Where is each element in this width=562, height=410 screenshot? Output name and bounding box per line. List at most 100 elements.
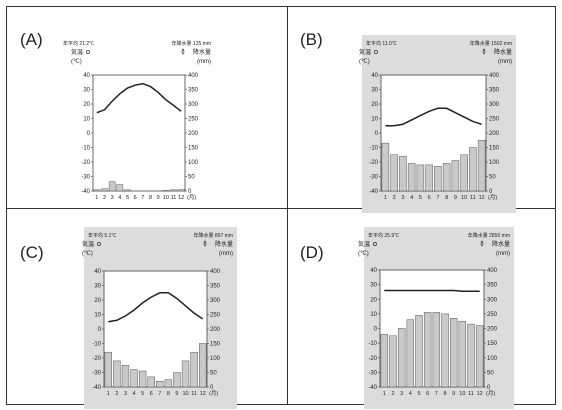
precip-bar — [93, 189, 101, 192]
annual-temp-label: 年平均 21.2℃ — [63, 40, 94, 47]
month-tick-label: 4 — [410, 195, 413, 201]
panel-label: (C) — [20, 243, 44, 262]
temp-unit: (℃) — [82, 251, 93, 257]
precip-tick-label: 350 — [487, 283, 498, 289]
month-tick-label: 8 — [445, 195, 448, 201]
precip-axis-label: 降水量 — [494, 48, 512, 56]
precip-bar — [432, 312, 441, 388]
temp-tick-label: 20 — [83, 102, 90, 108]
precip-tick-label: 400 — [210, 269, 221, 275]
temp-tick-label: 40 — [83, 73, 90, 79]
annual-temp-label: 年平均 25.9℃ — [368, 232, 399, 239]
temp-tick-label: 10 — [370, 312, 377, 318]
month-tick-label: 1 — [95, 195, 98, 201]
annual-precip-label: 年降水量 1502 mm — [470, 40, 512, 47]
temp-tick-label: 40 — [371, 73, 378, 79]
precip-tick-label: 150 — [487, 341, 498, 347]
precip-unit: (mm) — [496, 251, 510, 257]
precip-bar — [380, 334, 389, 388]
temperature-line — [384, 289, 480, 292]
precip-unit: (mm) — [219, 251, 233, 257]
month-tick-label: 2 — [393, 195, 396, 201]
month-tick-label: 3 — [124, 391, 127, 397]
thermometer-icon — [373, 242, 377, 246]
thermometer-icon — [86, 50, 90, 54]
precip-bar — [108, 181, 116, 192]
annual-temp-label: 年平均 5.1℃ — [88, 232, 116, 239]
month-tick-label: 10 — [182, 391, 188, 397]
month-unit: (月) — [187, 194, 196, 201]
precip-bar — [423, 312, 432, 388]
precip-bar — [199, 343, 207, 388]
precip-bar — [451, 160, 460, 192]
precip-unit: (mm) — [197, 59, 211, 65]
month-tick-label: 6 — [428, 195, 431, 201]
temp-tick-label: 30 — [371, 88, 378, 94]
precip-tick-label: 150 — [210, 342, 221, 348]
temp-tick-label: 0 — [98, 327, 102, 333]
temp-tick-label: 40 — [370, 268, 377, 274]
temp-unit: (℃) — [71, 59, 82, 65]
precip-axis-label: 降水量 — [492, 240, 510, 248]
precip-bar — [124, 189, 131, 192]
precip-bar — [389, 335, 397, 388]
precip-tick-label: 50 — [210, 371, 217, 377]
temp-tick-label: -20 — [369, 160, 378, 166]
temp-tick-label: -40 — [92, 385, 101, 391]
thermometer-icon — [97, 242, 101, 246]
month-tick-label: 1 — [107, 391, 110, 397]
precip-tick-label: 300 — [210, 298, 221, 304]
annual-precip-label: 年降水量 2850 mm — [468, 232, 510, 239]
month-tick-label: 3 — [400, 391, 403, 397]
precip-axis-label: 降水量 — [215, 240, 233, 248]
precip-tick-label: 100 — [188, 160, 199, 166]
precip-tick-label: 300 — [188, 102, 199, 108]
precip-bar — [177, 189, 185, 192]
precip-tick-label: 200 — [489, 131, 500, 137]
month-tick-label: 9 — [157, 195, 160, 201]
month-tick-label: 11 — [470, 195, 476, 201]
precip-tick-label: 150 — [489, 146, 500, 152]
month-tick-label: 10 — [461, 195, 467, 201]
month-tick-label: 3 — [111, 195, 114, 201]
temp-tick-label: -10 — [368, 341, 377, 347]
precip-tick-label: 100 — [489, 160, 500, 166]
temp-axis-label: 気温 — [359, 48, 371, 56]
precip-tick-label: 200 — [487, 327, 498, 333]
precip-tick-label: 250 — [210, 313, 221, 319]
temp-tick-label: -30 — [368, 370, 377, 376]
temp-tick-label: 40 — [94, 269, 101, 275]
plot-area — [92, 74, 186, 192]
precip-bar — [467, 323, 475, 388]
month-tick-label: 5 — [141, 391, 144, 397]
precip-bar — [113, 360, 121, 388]
temp-tick-label: 30 — [83, 88, 90, 94]
precip-tick-label: 200 — [188, 131, 199, 137]
temp-tick-label: 30 — [370, 283, 377, 289]
month-tick-label: 6 — [426, 391, 429, 397]
month-tick-label: 12 — [479, 195, 485, 201]
precip-bar — [458, 320, 467, 388]
precip-bar — [116, 184, 124, 192]
month-tick-label: 5 — [419, 195, 422, 201]
temp-tick-label: -40 — [369, 189, 378, 195]
precip-tick-label: 250 — [489, 117, 500, 123]
panel-label: (B) — [300, 30, 323, 49]
temp-tick-label: 20 — [371, 102, 378, 108]
temp-tick-label: -10 — [92, 342, 101, 348]
annual-precip-label: 年降水量 125 mm — [172, 40, 211, 47]
raindrop-icon — [480, 240, 484, 247]
precip-tick-label: 250 — [487, 312, 498, 318]
precip-bar — [164, 379, 173, 388]
precip-tick-label: 150 — [188, 146, 199, 152]
precip-tick-label: 0 — [188, 189, 192, 195]
month-tick-label: 9 — [452, 391, 455, 397]
month-tick-label: 7 — [141, 195, 144, 201]
precip-tick-label: 0 — [487, 385, 491, 391]
month-tick-label: 9 — [454, 195, 457, 201]
precip-tick-label: 100 — [210, 356, 221, 362]
temp-axis-label: 気温 — [358, 240, 370, 248]
